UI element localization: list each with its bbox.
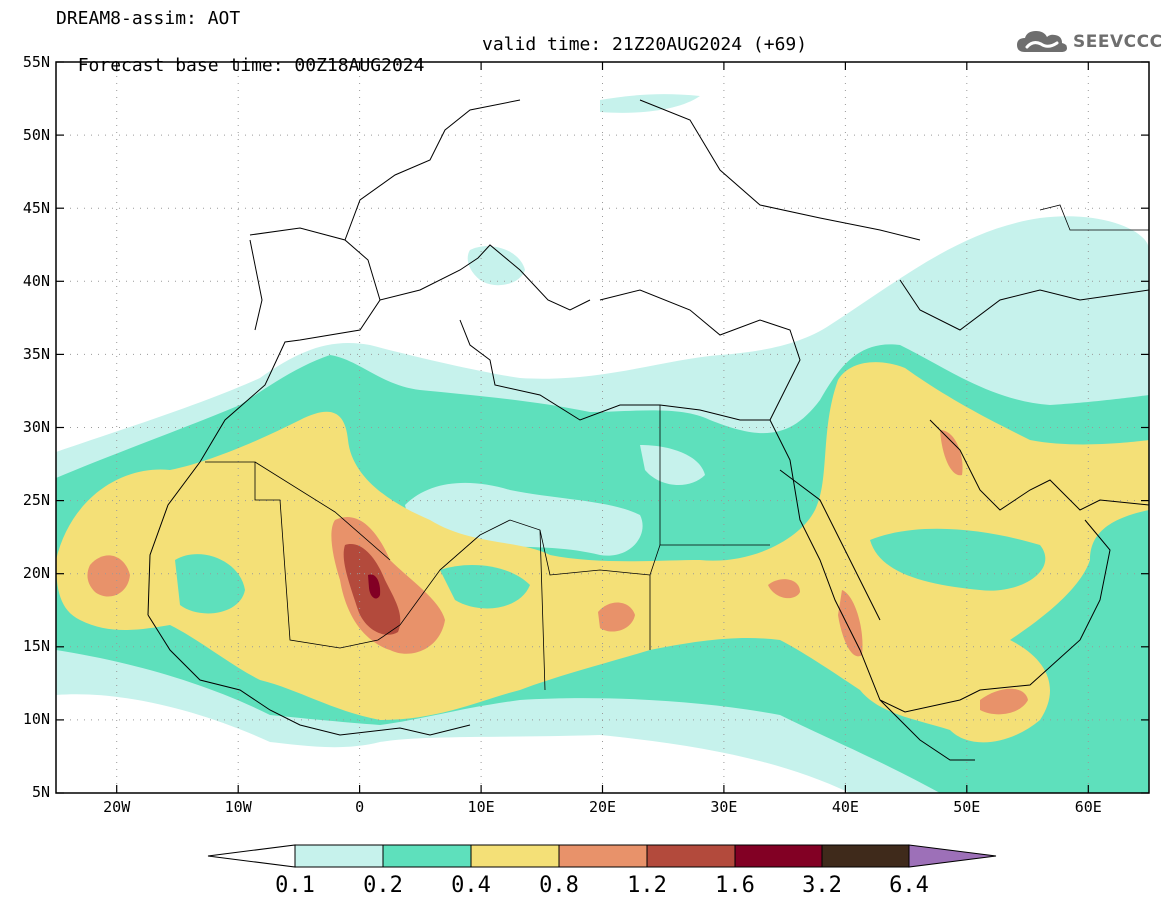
lon-label: 0 [355,798,364,816]
lon-label: 60E [1075,798,1102,816]
axis-ticks [56,61,1149,794]
aot-hole-0.2b [870,528,1046,591]
colorbar-level: 0.8 [539,873,579,898]
forecast-times: Forecast base time: 00Z18AUG2024 valid t… [56,34,807,97]
colorbar-level: 3.2 [802,873,842,898]
lat-label: 25N [23,491,50,509]
aot-hole-0.2 [175,554,245,614]
colorbar-level: 1.2 [627,873,667,898]
colorbar-level: 0.4 [451,873,491,898]
lat-label: 50N [23,126,50,144]
aot-band-0.8d [768,579,800,599]
lat-label: 30N [23,418,50,436]
colorbar-segment [382,844,472,868]
lat-label: 10N [23,710,50,728]
lat-label: 55N [23,53,50,71]
colorbar-segment [821,844,910,868]
lon-label: 10E [468,798,495,816]
aot-band-1.6 [368,574,381,599]
colorbar [207,844,997,868]
colorbar-segment [558,844,648,868]
lat-label: 5N [32,783,50,801]
logo-text: SEEVCCC [1073,32,1163,52]
lon-label: 20E [589,798,616,816]
lon-label: 10W [225,798,253,816]
aot-band-0.1b [467,246,525,286]
colorbar-segment [294,844,384,868]
lat-label: 40N [23,272,50,290]
lat-label: 35N [23,345,50,363]
colorbar-level: 0.2 [363,873,403,898]
lon-label: 20W [103,798,131,816]
coastlines [147,99,1149,761]
lon-label: 30E [710,798,737,816]
aot-band-0.8f [980,688,1028,715]
lon-label: 40E [832,798,859,816]
graticule [56,62,1149,793]
aot-field [56,94,1149,793]
lat-label: 20N [23,564,50,582]
cloud-logo-icon [1017,31,1067,52]
colorbar-level: 0.1 [275,873,315,898]
colorbar-segment [646,844,736,868]
aot-band-0.8e [838,590,863,657]
aot-hole-0.1b [640,445,705,486]
aot-band-0.8c [598,602,635,632]
colorbar-level: 6.4 [889,873,929,898]
colorbar-over-arrow [908,844,997,868]
aot-band-0.8a [87,555,130,597]
lon-label: 50E [953,798,980,816]
lat-label: 45N [23,199,50,217]
colorbar-under-arrow [207,844,296,868]
valid-time: valid time: 21Z20AUG2024 (+69) [482,34,808,55]
borders [205,204,1149,691]
colorbar-level: 1.6 [715,873,755,898]
aot-band-0.8g [940,430,963,476]
colorbar-segment [470,844,560,868]
seevccc-logo: SEEVCCC [1015,24,1163,60]
aot-hole-0.2c [440,565,530,609]
lat-label: 15N [23,637,50,655]
colorbar-segment [734,844,823,868]
map-title: DREAM8-assim: AOT [56,8,241,29]
